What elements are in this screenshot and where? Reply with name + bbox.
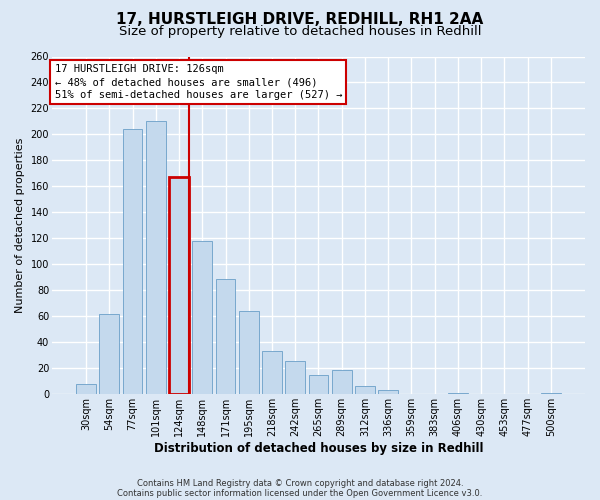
Bar [146, 122, 166, 394]
Bar [100, 314, 119, 394]
Bar [76, 384, 96, 394]
Bar [379, 390, 398, 394]
X-axis label: Distribution of detached houses by size in Redhill: Distribution of detached houses by size … [154, 442, 483, 455]
Bar [541, 393, 561, 394]
Bar [355, 386, 375, 394]
Y-axis label: Number of detached properties: Number of detached properties [15, 138, 25, 313]
Text: Size of property relative to detached houses in Redhill: Size of property relative to detached ho… [119, 24, 481, 38]
Bar [448, 393, 468, 394]
Bar [332, 370, 352, 394]
Text: 17, HURSTLEIGH DRIVE, REDHILL, RH1 2AA: 17, HURSTLEIGH DRIVE, REDHILL, RH1 2AA [116, 12, 484, 28]
Bar [262, 352, 282, 395]
Bar [193, 241, 212, 394]
Bar [169, 178, 189, 394]
Text: 17 HURSTLEIGH DRIVE: 126sqm
← 48% of detached houses are smaller (496)
51% of se: 17 HURSTLEIGH DRIVE: 126sqm ← 48% of det… [55, 64, 342, 100]
Bar [215, 278, 235, 394]
Text: Contains HM Land Registry data © Crown copyright and database right 2024.
Contai: Contains HM Land Registry data © Crown c… [118, 478, 482, 498]
Bar [308, 375, 328, 394]
Bar [286, 360, 305, 394]
Bar [122, 130, 142, 394]
Bar [239, 311, 259, 394]
